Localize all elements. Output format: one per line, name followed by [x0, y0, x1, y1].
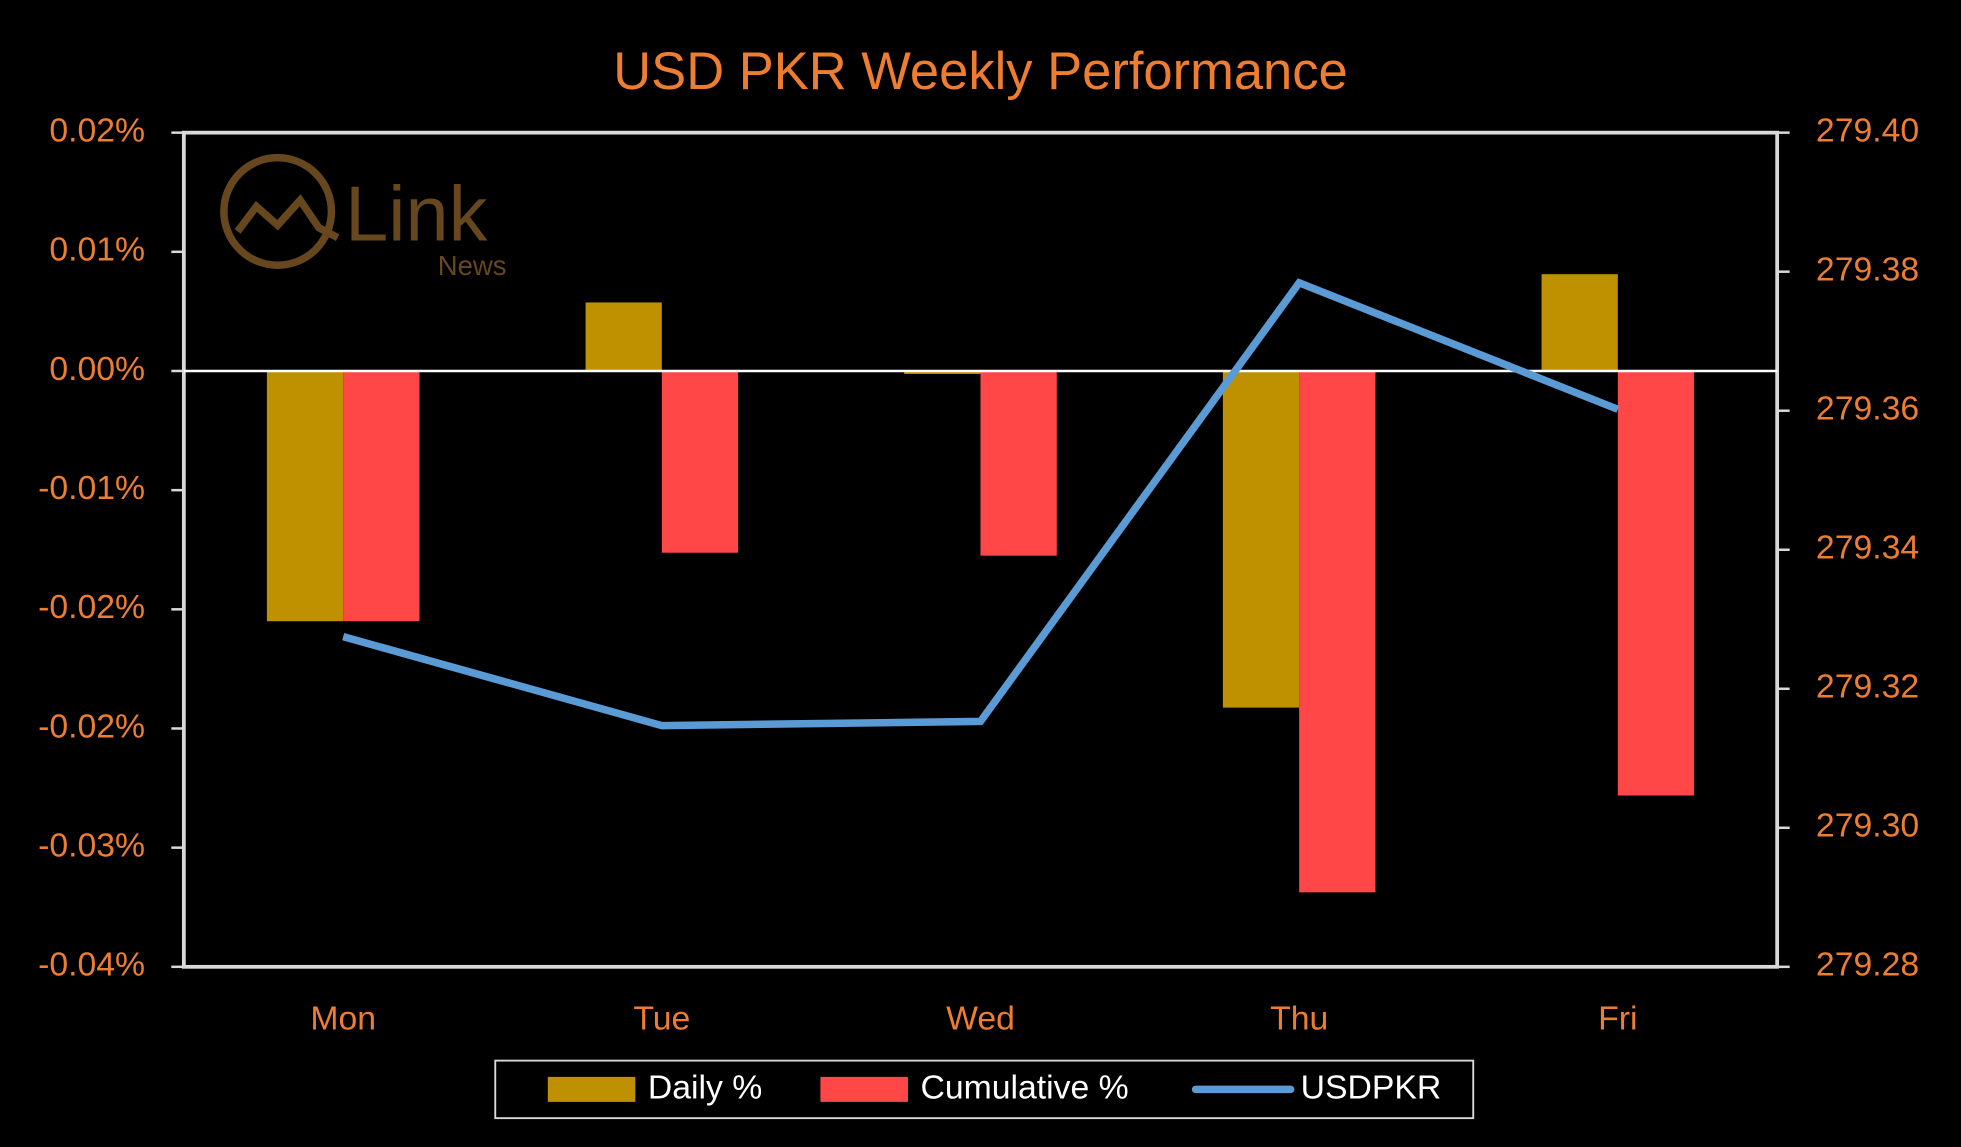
bar — [1617, 370, 1695, 796]
y2-tick-label: 279.38 — [1816, 251, 1919, 289]
y-tick-label: 0.02% — [49, 112, 145, 150]
y2-tick-label: 279.34 — [1816, 529, 1919, 567]
bar — [266, 370, 344, 622]
legend-box — [494, 1059, 1475, 1120]
bar — [1222, 370, 1300, 708]
logo-ring — [220, 153, 336, 269]
logo-text: Link — [345, 172, 487, 258]
y2-tick-label: 279.32 — [1816, 668, 1919, 706]
bar — [980, 370, 1057, 556]
y-tick-label: 0.00% — [49, 350, 145, 388]
legend-label: Daily % — [648, 1068, 762, 1106]
line — [342, 278, 1620, 730]
y-tick-label: -0.02% — [38, 588, 145, 626]
chart-title: USD PKR Weekly Performance — [613, 42, 1347, 101]
bar — [1541, 274, 1618, 371]
y2-tick-label: 279.28 — [1816, 946, 1919, 984]
x-tick-label: Fri — [1598, 1000, 1637, 1038]
x-tick-label: Thu — [1270, 1000, 1328, 1038]
y2-tick-label: 279.30 — [1816, 807, 1919, 845]
bar — [1299, 370, 1376, 893]
bar — [904, 370, 981, 374]
x-tick-label: Wed — [946, 1000, 1015, 1038]
legend-swatch — [547, 1076, 636, 1102]
x-tick-label: Mon — [310, 1000, 376, 1038]
y-tick-label: -0.02% — [38, 707, 145, 745]
y2-tick-label: 279.36 — [1816, 390, 1919, 428]
y-tick-label: -0.03% — [38, 827, 145, 865]
legend-label: Cumulative % — [920, 1068, 1128, 1106]
bar — [343, 370, 420, 622]
y-tick-label: -0.04% — [38, 946, 145, 984]
bar — [585, 302, 662, 371]
y-tick-label: 0.01% — [49, 231, 145, 269]
logo-subtext: News — [438, 250, 507, 281]
legend-label: USDPKR — [1301, 1068, 1442, 1106]
y2-tick-label: 279.40 — [1816, 112, 1919, 150]
logo-wave — [234, 194, 340, 242]
x-tick-label: Tue — [633, 1000, 690, 1038]
legend-swatch — [820, 1076, 908, 1102]
logo: Link News — [220, 153, 507, 281]
y-tick-label: -0.01% — [38, 469, 145, 507]
bar — [661, 370, 739, 553]
